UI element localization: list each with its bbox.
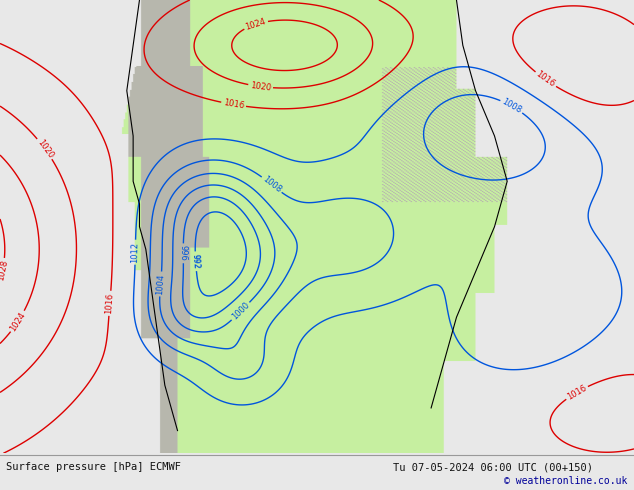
Text: 1024: 1024 — [8, 310, 27, 333]
Text: 1000: 1000 — [230, 301, 251, 322]
Text: 1020: 1020 — [35, 138, 55, 160]
Text: 1016: 1016 — [105, 293, 115, 314]
Text: 1016: 1016 — [223, 98, 245, 111]
Text: 1020: 1020 — [250, 81, 271, 93]
Text: Surface pressure [hPa] ECMWF: Surface pressure [hPa] ECMWF — [6, 462, 181, 472]
Text: 1012: 1012 — [131, 242, 140, 263]
Text: 1004: 1004 — [155, 273, 166, 295]
Text: Tu 07-05-2024 06:00 UTC (00+150): Tu 07-05-2024 06:00 UTC (00+150) — [393, 462, 593, 472]
Text: © weatheronline.co.uk: © weatheronline.co.uk — [504, 476, 628, 486]
Text: 996: 996 — [179, 245, 188, 261]
Text: 1024: 1024 — [245, 17, 267, 32]
Text: 1008: 1008 — [261, 174, 283, 195]
Text: 1008: 1008 — [500, 97, 523, 115]
Text: 1028: 1028 — [0, 259, 9, 282]
Text: 992: 992 — [191, 253, 200, 269]
Text: 1016: 1016 — [566, 383, 588, 402]
Text: 1016: 1016 — [534, 70, 557, 89]
